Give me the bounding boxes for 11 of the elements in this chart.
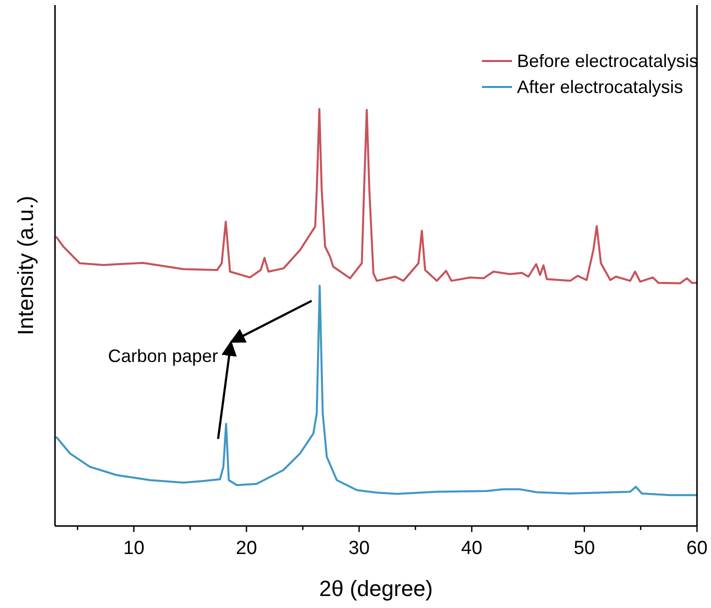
x-tick-label: 10 (123, 538, 144, 559)
legend-label: After electrocatalysis (517, 77, 684, 97)
annotation: Carbon paper (108, 346, 218, 366)
x-axis-title: 2θ (degree) (319, 576, 433, 601)
x-tick-label: 60 (686, 538, 708, 559)
x-tick-label: 20 (236, 538, 258, 559)
x-tick-label: 50 (574, 538, 595, 559)
y-axis-title: Intensity (a.u.) (13, 196, 38, 336)
legend-label: Before electrocatalysis (517, 51, 698, 71)
x-tick-label: 40 (461, 538, 482, 559)
x-tick-label: 30 (348, 538, 370, 559)
